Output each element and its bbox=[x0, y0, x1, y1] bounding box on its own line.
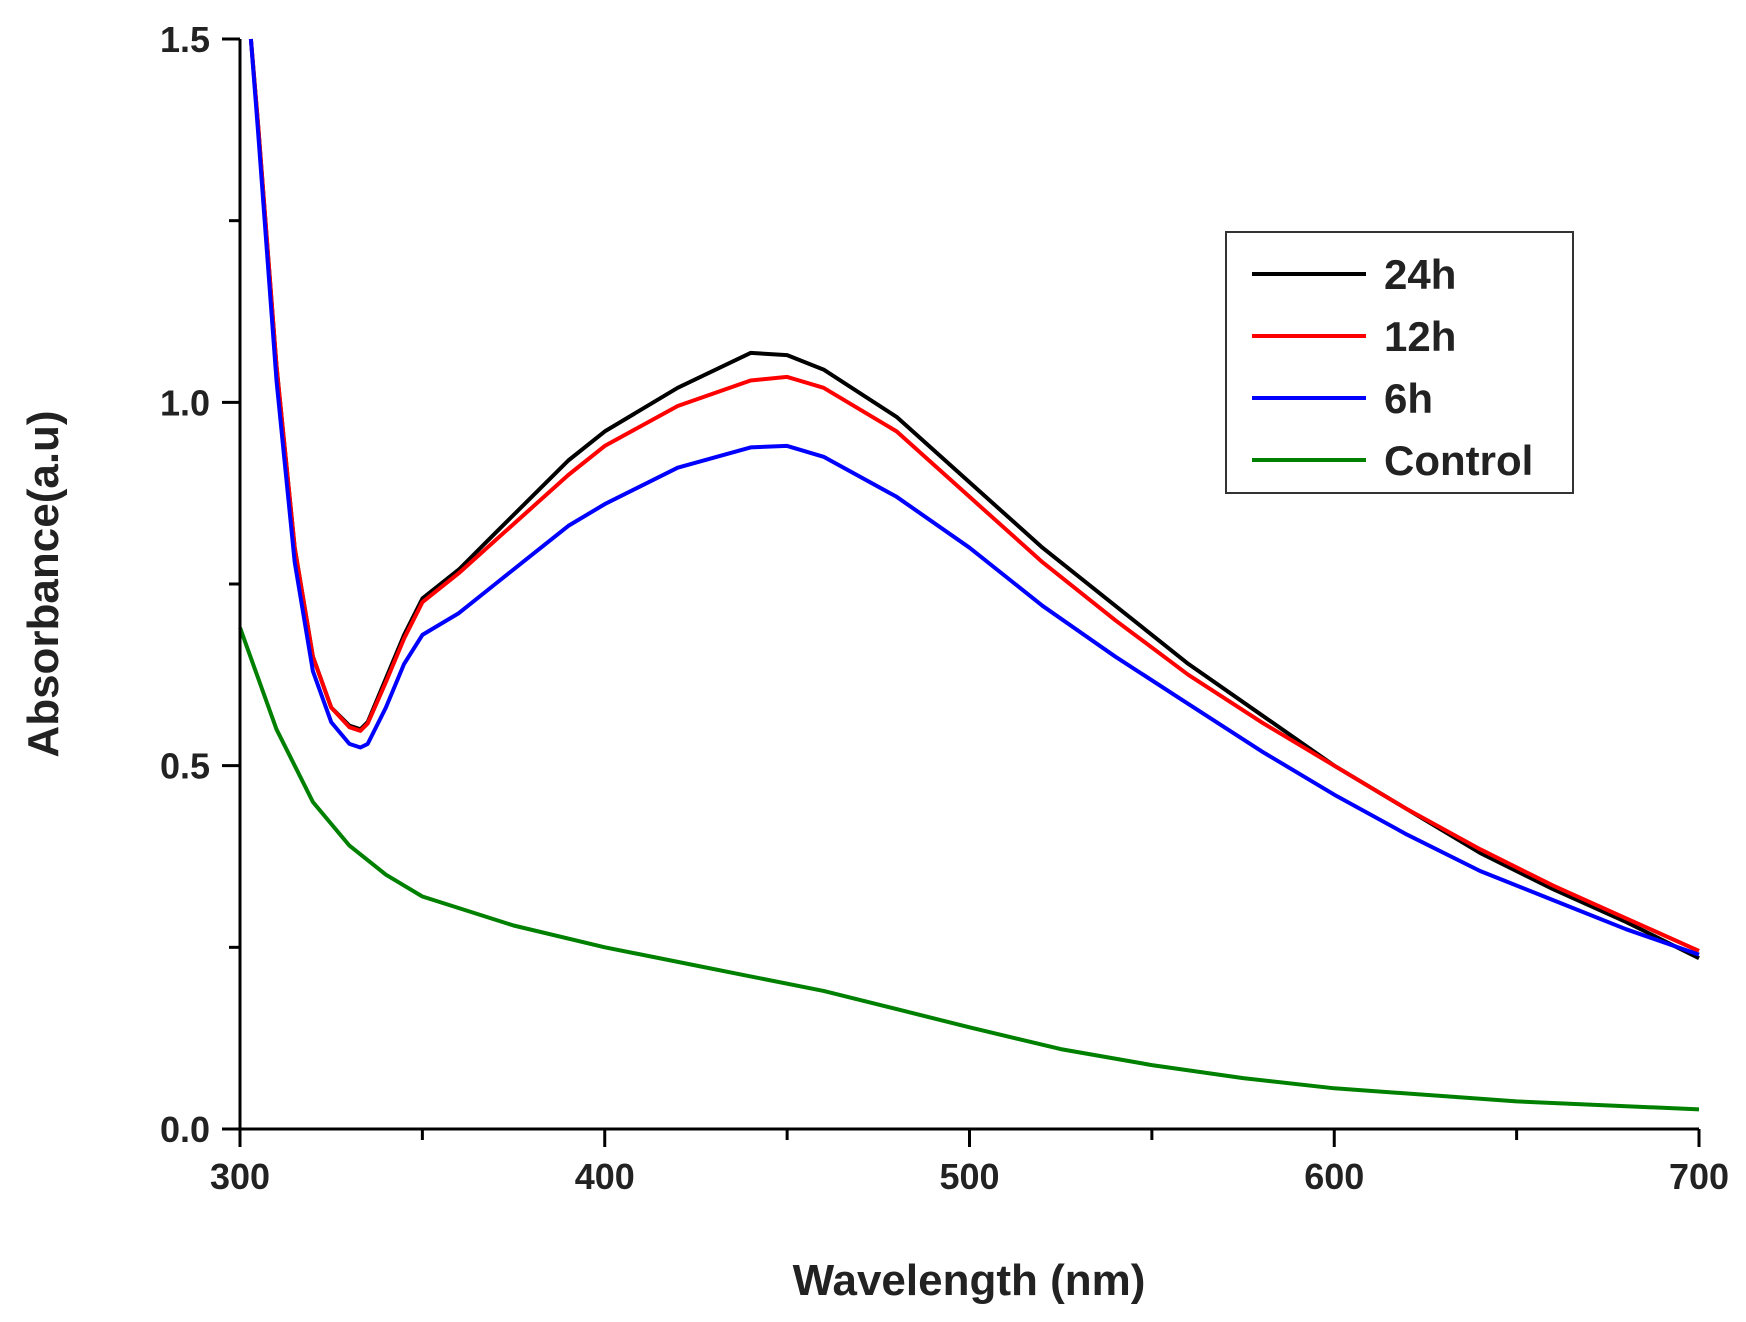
y-tick-label: 0.5 bbox=[160, 746, 210, 787]
x-tick-label: 300 bbox=[210, 1156, 270, 1197]
x-tick-label: 500 bbox=[939, 1156, 999, 1197]
y-tick-label: 1.0 bbox=[160, 382, 210, 423]
series-line bbox=[248, 38, 1700, 953]
legend-label: 24h bbox=[1384, 251, 1456, 298]
x-tick-label: 400 bbox=[575, 1156, 635, 1197]
series-line bbox=[248, 38, 1700, 960]
y-tick-label: 1.5 bbox=[160, 19, 210, 60]
legend-label: Control bbox=[1384, 437, 1533, 484]
legend-label: 6h bbox=[1384, 375, 1433, 422]
y-axis-label: Absorbance(a.u) bbox=[19, 410, 68, 757]
x-axis-label: Wavelength (nm) bbox=[793, 1256, 1146, 1305]
y-tick-label: 0.0 bbox=[160, 1109, 210, 1150]
series-line bbox=[248, 38, 1700, 957]
x-tick-label: 700 bbox=[1669, 1156, 1729, 1197]
legend-label: 12h bbox=[1384, 313, 1456, 360]
series-line bbox=[238, 626, 1700, 1112]
x-tick-label: 600 bbox=[1304, 1156, 1364, 1197]
